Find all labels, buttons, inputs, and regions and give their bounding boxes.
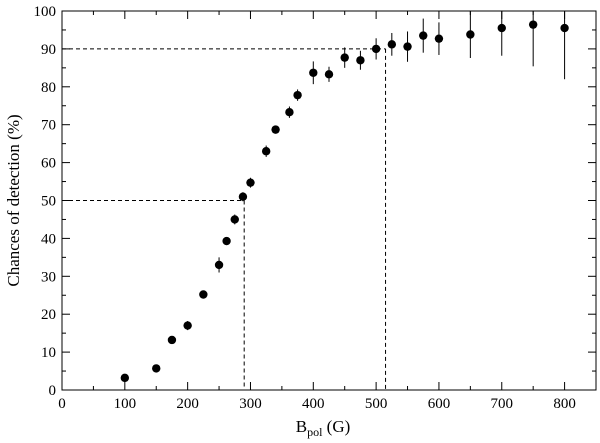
data-point: [324, 70, 334, 79]
x-tick-label: 0: [58, 396, 66, 412]
data-point: [497, 23, 506, 33]
data-point: [167, 335, 177, 345]
y-tick-label: 70: [41, 118, 56, 134]
x-tick-label: 300: [239, 396, 262, 412]
data-point: [403, 42, 412, 51]
x-tick-label: 500: [365, 396, 388, 412]
data-point: [560, 23, 569, 33]
y-tick-label: 100: [34, 4, 57, 20]
data-point: [387, 40, 397, 49]
y-tick-label: 0: [49, 383, 57, 399]
y-tick-label: 60: [41, 156, 56, 172]
data-point: [222, 236, 231, 246]
data-point: [528, 20, 538, 29]
data-point: [466, 30, 475, 39]
data-point: [271, 125, 280, 134]
axis-ticks: [61, 10, 596, 391]
data-point: [309, 68, 318, 77]
data-point: [419, 31, 428, 40]
tick-labels: 0 100 200 300 400 500 600 700 800 0 10 20 30 40 50 60 70…: [34, 4, 576, 412]
data-point: [261, 147, 271, 156]
x-tick-label: 800: [553, 396, 576, 412]
y-tick-label: 50: [41, 194, 56, 210]
x-axis-label: Bpol (G): [296, 417, 351, 439]
data-points: [120, 20, 569, 383]
x-tick-label: 600: [428, 396, 451, 412]
y-tick-label: 90: [41, 42, 56, 58]
data-point: [238, 192, 248, 201]
y-tick-label: 10: [41, 345, 56, 361]
data-point: [371, 44, 381, 54]
data-point: [199, 290, 208, 299]
reference-lines: [62, 48, 387, 390]
data-point: [152, 364, 161, 373]
data-point: [285, 107, 294, 117]
x-tick-label: 400: [302, 396, 325, 412]
y-axis-label: Chances of detection (%): [4, 114, 23, 286]
data-point: [434, 34, 444, 43]
x-axis-label-unit: (G): [322, 417, 350, 436]
data-point: [214, 260, 224, 270]
data-point: [230, 215, 239, 224]
data-point: [183, 321, 192, 330]
y-tick-label: 80: [41, 80, 56, 96]
y-tick-label: 20: [41, 307, 56, 323]
data-point: [120, 373, 130, 383]
y-tick-label: 40: [41, 231, 56, 247]
data-point: [246, 178, 255, 187]
x-tick-label: 200: [176, 396, 199, 412]
data-point: [293, 90, 302, 100]
x-axis-label-main: B: [296, 417, 307, 436]
x-tick-label: 700: [491, 396, 514, 412]
y-tick-label: 30: [41, 269, 56, 285]
x-tick-label: 100: [114, 396, 137, 412]
data-point: [356, 56, 365, 65]
error-bars: [171, 11, 566, 344]
data-point: [340, 53, 349, 62]
x-axis-label-sub: pol: [307, 425, 323, 439]
